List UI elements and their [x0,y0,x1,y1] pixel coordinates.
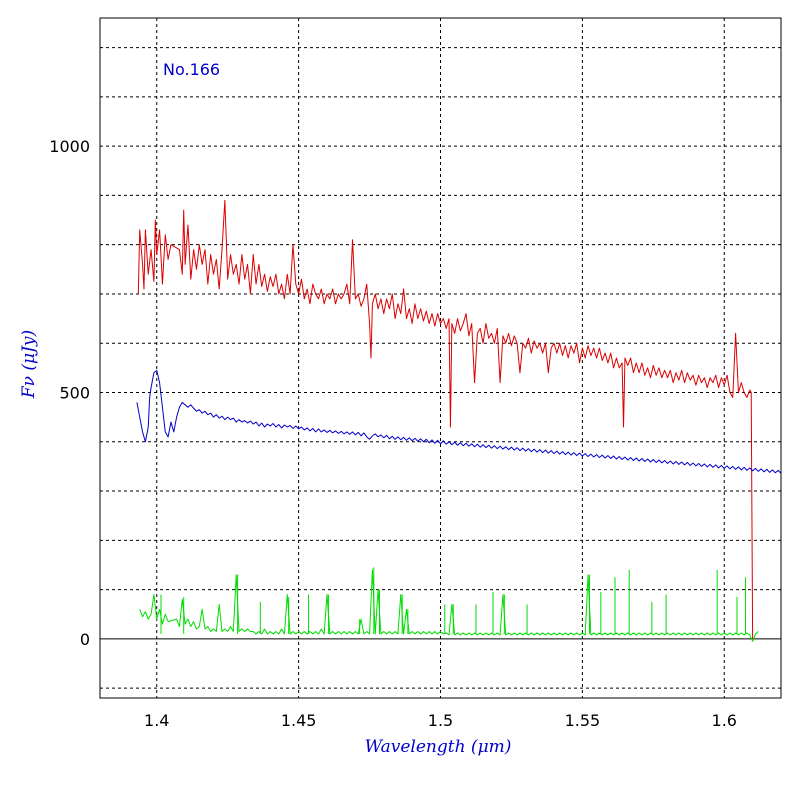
series-layer [136,199,781,642]
y-axis-title: Fν (μJy) [19,330,39,399]
x-tick-label: 1.5 [428,711,453,730]
x-axis-title: Wavelength (μm) [365,737,512,757]
series-line-2 [136,369,781,474]
x-tick-label: 1.55 [565,711,601,730]
series-line-1 [137,199,754,639]
plot-frame [99,17,782,699]
x-tick-label: 1.6 [712,711,737,730]
x-tick-label: 1.45 [281,711,317,730]
x-axis-ticks: 1.4 1.45 1.5 1.55 1.6 [144,711,737,730]
x-tick-label: 1.4 [144,711,169,730]
y-tick-label: 500 [59,383,90,402]
grid-lines [100,18,781,698]
y-axis-ticks: 0 500 1000 [49,137,90,649]
y-tick-label: 1000 [49,137,90,156]
y-tick-label: 0 [80,630,90,649]
chart-annotation: No.166 [163,60,220,79]
series-line-3 [139,569,759,642]
